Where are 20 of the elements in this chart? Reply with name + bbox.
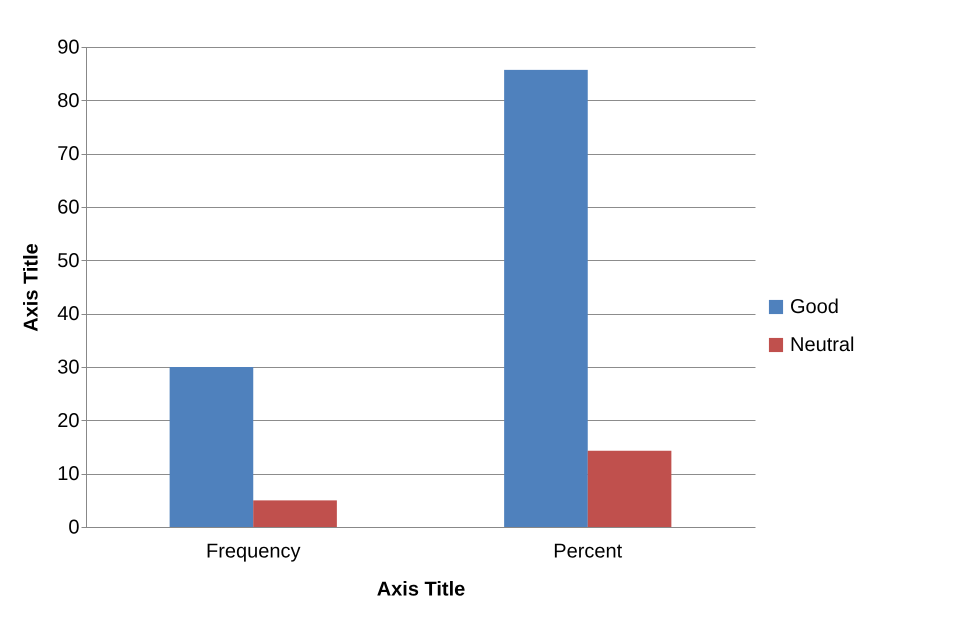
y-axis-title: Axis Title (20, 243, 42, 332)
y-tick-label: 40 (57, 303, 80, 326)
bar (253, 500, 337, 527)
y-tick-label: 20 (57, 410, 80, 432)
y-tick-label: 30 (57, 356, 80, 378)
y-tick-label: 90 (57, 36, 80, 58)
y-tick-label: 60 (57, 196, 80, 218)
y-tick-label: 10 (57, 463, 80, 486)
y-tick-label: 80 (57, 90, 80, 112)
bar (504, 70, 588, 527)
y-tick-label: 50 (57, 250, 80, 272)
y-tick-label: 70 (57, 143, 80, 166)
bar (588, 450, 672, 527)
bar (170, 367, 254, 527)
x-tick-label: Percent (553, 540, 623, 562)
legend-label: Good (790, 296, 839, 318)
legend-label: Neutral (790, 334, 854, 356)
x-axis-title: Axis Title (376, 578, 466, 600)
y-tick-label: 0 (68, 516, 80, 538)
x-tick-label: Frequency (206, 540, 300, 562)
